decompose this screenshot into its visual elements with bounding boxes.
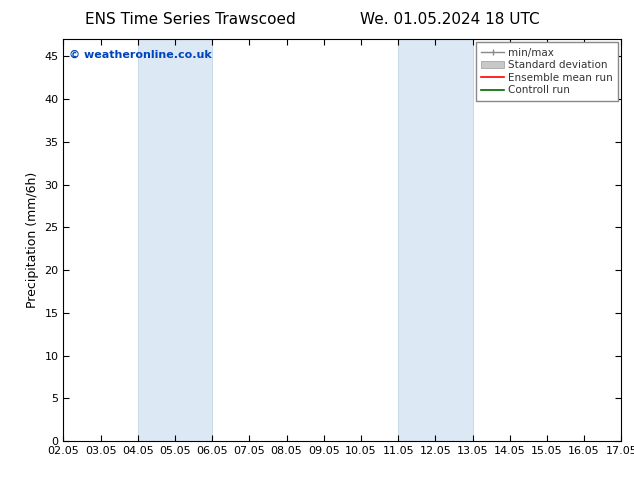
- Bar: [398, 39, 472, 441]
- Text: ENS Time Series Trawscoed: ENS Time Series Trawscoed: [85, 12, 295, 27]
- Y-axis label: Precipitation (mm/6h): Precipitation (mm/6h): [26, 172, 39, 308]
- Text: © weatheronline.co.uk: © weatheronline.co.uk: [69, 49, 212, 59]
- Legend: min/max, Standard deviation, Ensemble mean run, Controll run: min/max, Standard deviation, Ensemble me…: [476, 42, 618, 100]
- Bar: [138, 39, 212, 441]
- Text: We. 01.05.2024 18 UTC: We. 01.05.2024 18 UTC: [360, 12, 540, 27]
